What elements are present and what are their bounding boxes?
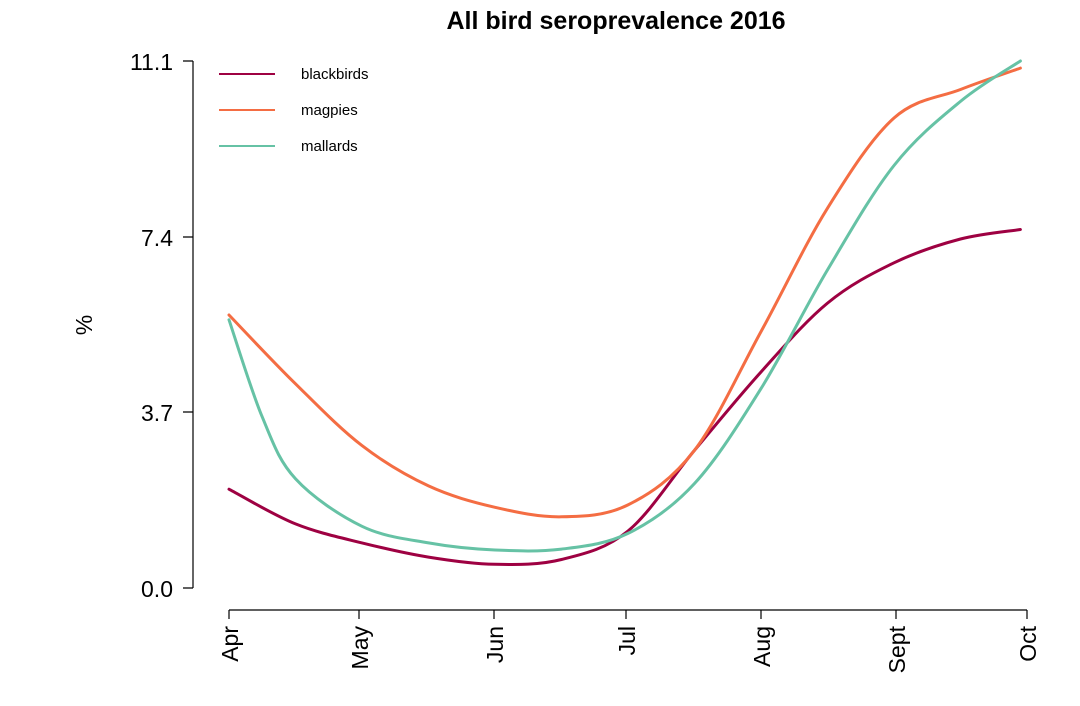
legend-label-mallards: mallards [301,138,358,155]
y-tick-label: 7.4 [141,225,173,251]
y-tick-labels: 0.0 3.7 7.4 11.1 [130,49,173,602]
x-tick-label: Jun [482,626,508,663]
chart-title: All bird seroprevalence 2016 [446,7,785,35]
x-tick-labels: Apr May Jun Jul Aug Sept Oct [217,625,1041,673]
x-tick-label: Oct [1015,625,1041,661]
y-tick-label: 11.1 [130,49,173,75]
chart-axes [183,60,1028,619]
legend: blackbirds magpies mallards [219,66,369,155]
series-lines [227,59,1022,567]
x-tick-label: May [347,626,373,670]
legend-label-magpies: magpies [301,102,358,119]
series-line-magpies [227,66,1022,519]
x-tick-label: Aug [749,626,775,667]
y-axis-line [183,60,194,589]
x-tick-label: Apr [217,626,243,662]
legend-label-blackbirds: blackbirds [301,66,369,83]
x-tick-label: Jul [614,626,640,655]
x-tick-label: Sept [884,625,910,673]
x-axis-line [228,609,1028,619]
y-axis-label: % [71,315,97,335]
series-line-mallards [227,59,1022,553]
y-tick-label: 0.0 [141,576,173,602]
series-line-blackbirds [227,228,1022,567]
y-tick-label: 3.7 [141,400,173,426]
